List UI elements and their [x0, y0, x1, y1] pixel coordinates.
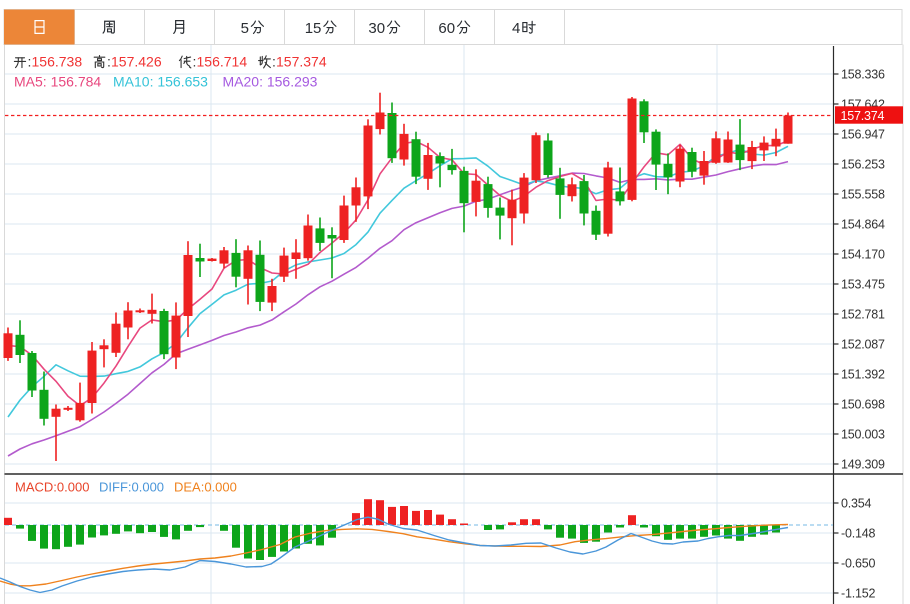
svg-text:-0.650: -0.650 — [841, 557, 875, 571]
svg-text:155.558: 155.558 — [841, 188, 885, 202]
svg-text:-1.152: -1.152 — [841, 587, 875, 601]
svg-text:158.336: 158.336 — [841, 68, 885, 82]
svg-text:MA20: 156.293: MA20: 156.293 — [223, 74, 318, 90]
svg-text:150.698: 150.698 — [841, 398, 885, 412]
svg-text:30: 30 — [368, 20, 385, 37]
svg-text::: : — [107, 54, 111, 70]
svg-text:152.781: 152.781 — [841, 308, 885, 322]
svg-text:154.170: 154.170 — [841, 248, 885, 262]
svg-text:-0.148: -0.148 — [841, 527, 875, 541]
svg-text:MA5: 156.784: MA5: 156.784 — [14, 74, 101, 90]
svg-text:153.475: 153.475 — [841, 278, 885, 292]
svg-text:4: 4 — [512, 20, 520, 37]
svg-text:157.426: 157.426 — [111, 54, 162, 70]
svg-text:156.738: 156.738 — [32, 54, 83, 70]
svg-text:DEA:0.000: DEA:0.000 — [174, 480, 237, 495]
svg-text::: : — [193, 54, 197, 70]
svg-text:157.374: 157.374 — [276, 54, 327, 70]
svg-text:157.374: 157.374 — [841, 109, 885, 123]
svg-text:0.354: 0.354 — [841, 497, 872, 511]
svg-text:149.309: 149.309 — [841, 458, 885, 472]
svg-text:15: 15 — [305, 20, 322, 37]
svg-text:156.253: 156.253 — [841, 158, 885, 172]
svg-text:152.087: 152.087 — [841, 338, 885, 352]
svg-text:156.947: 156.947 — [841, 128, 885, 142]
svg-text::: : — [272, 54, 276, 70]
svg-text:154.864: 154.864 — [841, 218, 885, 232]
svg-text:MA10: 156.653: MA10: 156.653 — [113, 74, 208, 90]
svg-text:156.714: 156.714 — [197, 54, 248, 70]
svg-text:DIFF:0.000: DIFF:0.000 — [99, 480, 164, 495]
svg-text:151.392: 151.392 — [841, 368, 885, 382]
svg-text:150.003: 150.003 — [841, 428, 885, 442]
svg-text:5: 5 — [241, 20, 249, 37]
svg-text:MACD:0.000: MACD:0.000 — [15, 480, 89, 495]
svg-text::: : — [28, 54, 32, 70]
svg-text:60: 60 — [438, 20, 455, 37]
